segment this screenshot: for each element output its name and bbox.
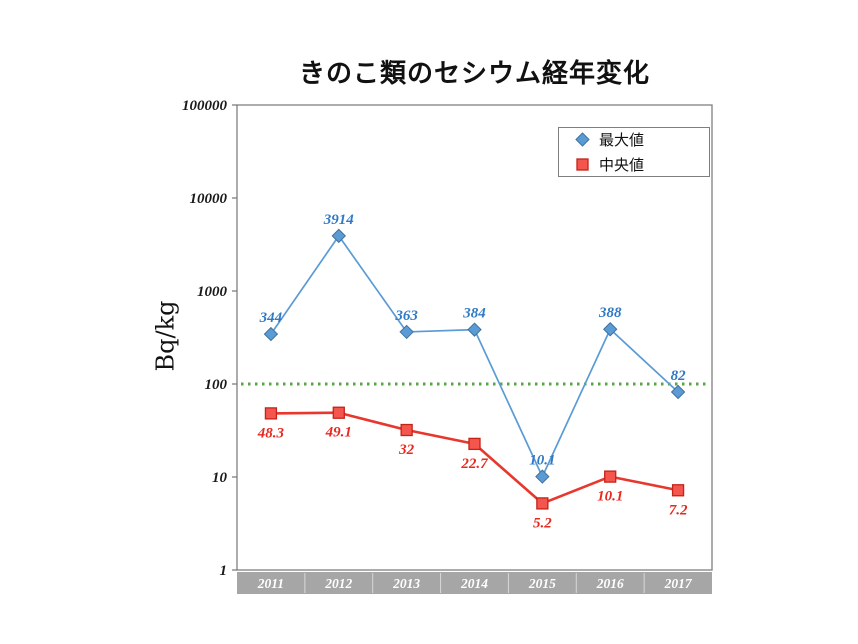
plot-frame <box>236 104 713 571</box>
x-category-label: 2011 <box>257 576 284 591</box>
data-label: 7.2 <box>669 502 688 518</box>
y-tick-label: 100000 <box>182 98 228 114</box>
data-point-diamond <box>535 469 550 484</box>
x-category-label: 2017 <box>664 576 693 591</box>
data-label: 384 <box>462 306 486 322</box>
data-label: 3914 <box>323 212 355 228</box>
data-label: 32 <box>398 442 415 458</box>
data-point-square <box>332 406 345 419</box>
legend-square-icon <box>576 158 589 171</box>
data-label: 22.7 <box>460 456 488 472</box>
legend: 最大値 中央値 <box>558 127 710 177</box>
data-point-diamond <box>263 326 279 342</box>
y-tick-label: 1000 <box>197 284 228 300</box>
data-label: 344 <box>259 310 283 326</box>
y-tick-label: 10000 <box>190 191 228 207</box>
data-label: 5.2 <box>533 515 552 531</box>
data-point-diamond <box>467 322 482 337</box>
legend-item-median: 中央値 <box>575 154 709 175</box>
y-tick-label: 10 <box>212 470 228 486</box>
legend-diamond-icon <box>575 132 590 147</box>
data-point-square <box>400 423 413 437</box>
data-point-diamond <box>331 228 346 244</box>
data-point-diamond <box>670 384 686 400</box>
x-category-label: 2013 <box>392 576 420 591</box>
y-tick-label: 1 <box>220 563 228 579</box>
x-category-label: 2015 <box>528 576 556 591</box>
x-axis-band <box>237 572 712 594</box>
data-label: 48.3 <box>257 425 285 441</box>
data-point-diamond <box>603 322 618 337</box>
data-point-square <box>671 484 685 497</box>
data-label: 388 <box>598 305 622 321</box>
data-point-square <box>604 470 617 483</box>
data-point-square <box>468 437 481 451</box>
data-label: 10.1 <box>597 489 623 505</box>
data-label: 49.1 <box>325 425 352 441</box>
chart-title: きのこ類のセシウム経年変化 <box>298 59 650 89</box>
data-label: 82 <box>671 368 687 384</box>
x-category-label: 2012 <box>324 576 352 591</box>
data-label: 10.1 <box>529 453 555 469</box>
x-category-label: 2014 <box>460 576 488 591</box>
y-tick-label: 100 <box>205 377 228 393</box>
data-point-diamond <box>399 324 414 340</box>
legend-label-max: 最大値 <box>599 132 645 149</box>
legend-item-max: 最大値 <box>575 129 709 150</box>
x-category-label: 2016 <box>596 576 624 591</box>
data-label: 363 <box>394 308 418 324</box>
legend-label-median: 中央値 <box>599 157 645 174</box>
data-point-square <box>264 407 278 420</box>
data-point-square <box>536 497 549 510</box>
